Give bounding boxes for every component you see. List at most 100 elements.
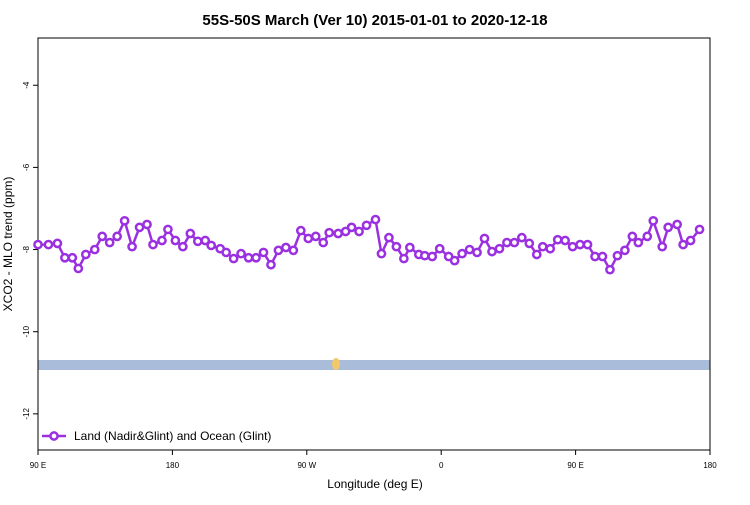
data-point (303, 233, 314, 244)
data-point (694, 224, 705, 235)
data-point (221, 247, 232, 258)
data-point (545, 243, 556, 254)
data-point (157, 235, 167, 246)
x-tick-label: 180 (703, 461, 717, 470)
data-point (552, 234, 563, 245)
x-tick-label: 0 (439, 461, 444, 470)
data-point (200, 235, 211, 246)
data-point (487, 246, 497, 257)
data-point (597, 251, 608, 262)
data-point (509, 237, 520, 248)
data-point (531, 249, 542, 260)
data-point (560, 235, 570, 246)
data-point (464, 244, 475, 255)
data-point (479, 233, 490, 244)
data-point (472, 247, 482, 258)
data-point (354, 226, 364, 237)
legend-marker (49, 431, 59, 441)
data-point (192, 236, 203, 247)
data-point (67, 252, 78, 263)
data-point (206, 240, 217, 251)
y-tick-label: -10 (22, 325, 31, 337)
data-point (273, 245, 284, 256)
data-point (52, 238, 63, 249)
data-point (185, 228, 196, 239)
data-point (391, 241, 402, 252)
data-point (537, 241, 548, 252)
y-tick-label: -12 (22, 408, 31, 420)
data-point (502, 237, 512, 248)
data-point (384, 232, 394, 243)
data-point (89, 244, 100, 255)
x-tick-label: 90 E (567, 461, 583, 470)
x-axis-title: Longitude (deg E) (327, 477, 422, 491)
data-point (494, 243, 505, 254)
y-tick-label: -4 (22, 81, 31, 89)
data-point (612, 250, 623, 261)
data-point (449, 255, 460, 266)
data-point (33, 239, 43, 250)
data-point (295, 225, 306, 236)
data-point (590, 251, 600, 262)
data-point (310, 231, 321, 242)
data-point (399, 253, 409, 264)
data-point (112, 231, 122, 242)
data-point (228, 253, 239, 264)
data-point (648, 215, 659, 226)
data-point (434, 243, 445, 254)
data-point (148, 239, 158, 250)
data-point (404, 242, 415, 253)
data-point (170, 235, 181, 246)
data-point (427, 251, 438, 262)
data-point (346, 222, 357, 233)
data-point (361, 220, 372, 231)
data-point (524, 238, 535, 249)
data-point (678, 239, 688, 250)
data-point (318, 237, 329, 248)
data-point (633, 237, 644, 248)
data-point (251, 252, 261, 263)
data-point (582, 239, 593, 250)
data-point (333, 228, 344, 239)
data-point (142, 219, 152, 230)
data-point (43, 239, 54, 250)
data-point (258, 247, 269, 258)
land-ocean-band (38, 360, 710, 370)
data-point (657, 241, 668, 252)
data-point (134, 222, 145, 233)
data-point (457, 248, 467, 259)
y-tick-label: -6 (22, 163, 31, 171)
data-point (104, 237, 115, 248)
data-point (575, 239, 585, 250)
data-point (80, 249, 91, 260)
data-point (663, 222, 674, 233)
data-point (178, 241, 188, 252)
data-point (163, 224, 173, 235)
data-point (127, 241, 137, 252)
data-point (605, 264, 615, 275)
data-point (281, 242, 291, 253)
data-point (324, 227, 335, 238)
data-point (236, 248, 246, 259)
data-point (516, 232, 527, 243)
data-point (119, 215, 130, 226)
chart-title: 55S-50S March (Ver 10) 2015-01-01 to 202… (202, 12, 547, 29)
data-point (376, 248, 387, 259)
land-patch (332, 358, 340, 370)
data-point (243, 252, 254, 263)
legend-label: Land (Nadir&Glint) and Ocean (Glint) (74, 429, 271, 443)
data-point (370, 214, 381, 225)
data-point (266, 259, 276, 270)
x-tick-label: 90 E (30, 461, 46, 470)
data-point (672, 219, 682, 230)
x-tick-label: 90 W (297, 461, 316, 470)
plot-frame (37, 37, 711, 451)
data-point (73, 263, 84, 274)
y-tick-label: -8 (22, 245, 31, 253)
data-point (642, 231, 653, 242)
data-point (627, 231, 638, 242)
y-axis-title: XCO2 - MLO trend (ppm) (1, 177, 15, 312)
x-tick-label: 180 (166, 461, 180, 470)
data-point (620, 245, 630, 256)
